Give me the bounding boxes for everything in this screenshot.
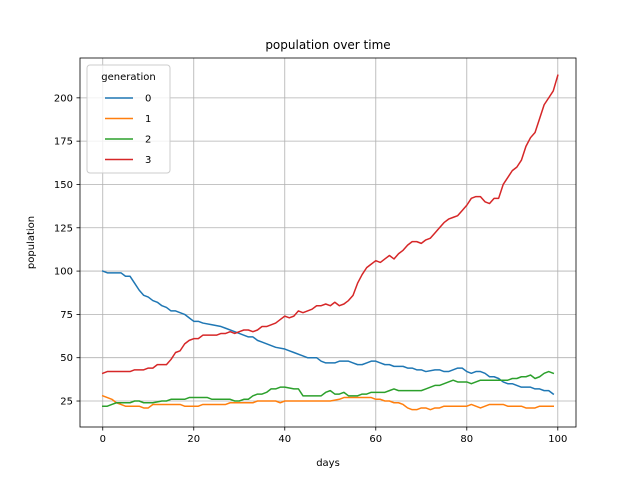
series-line-1: [101, 394, 554, 411]
x-axis-label: days: [316, 458, 340, 469]
y-tick-label: 75: [60, 310, 73, 321]
x-tick-label: 60: [369, 434, 382, 445]
series-line-0: [101, 270, 555, 396]
x-tick-label: 0: [100, 434, 106, 445]
x-tick-label: 40: [278, 434, 291, 445]
y-axis-label: population: [26, 216, 37, 269]
legend: generation 0 1 2 3: [86, 64, 171, 174]
x-axis: 0 20 40 60 80 100: [100, 427, 567, 445]
x-tick-label: 20: [187, 434, 200, 445]
y-tick-label: 150: [54, 180, 73, 191]
series-line-2: [102, 370, 555, 407]
y-tick-label: 175: [54, 137, 73, 148]
legend-label-2: 2: [145, 135, 151, 146]
legend-title: generation: [101, 72, 155, 83]
legend-label-0: 0: [145, 94, 151, 105]
plot-frame: [79, 57, 577, 428]
legend-label-3: 3: [145, 155, 151, 166]
legend-entries: 0 1 2 3: [105, 94, 151, 166]
y-tick-label: 25: [60, 397, 73, 408]
y-axis: 25 50 75 100 125 150 175 200: [54, 93, 80, 408]
series-line-3: [101, 74, 559, 375]
y-tick-label: 200: [54, 93, 73, 104]
x-tick-label: 100: [548, 434, 567, 445]
legend-label-1: 1: [145, 114, 151, 125]
y-tick-label: 50: [60, 353, 73, 364]
chart-title: population over time: [265, 38, 390, 52]
grid: [80, 58, 576, 427]
y-tick-label: 125: [54, 223, 73, 234]
x-tick-label: 80: [460, 434, 473, 445]
series-layer: [101, 74, 559, 411]
y-tick-label: 100: [54, 267, 73, 278]
